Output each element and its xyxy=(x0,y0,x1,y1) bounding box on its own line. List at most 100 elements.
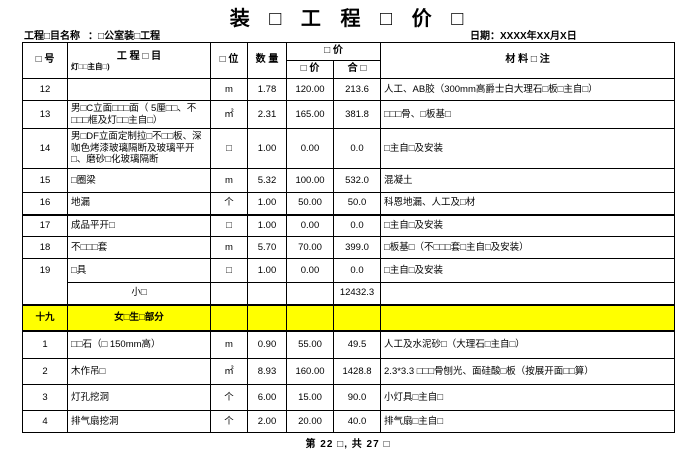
header-total: 合 □ xyxy=(332,60,382,79)
cell-item: 木作吊□ xyxy=(67,358,211,385)
cell-total: 40.0 xyxy=(332,410,382,433)
cell-remark: □□□骨、□板基□ xyxy=(380,100,676,129)
cell-qty: 8.93 xyxy=(247,358,287,385)
cell-no: 14 xyxy=(22,128,68,169)
cell-price: 0.00 xyxy=(286,213,334,237)
cell-unit: □ xyxy=(210,213,248,237)
cell-no: 12 xyxy=(22,78,68,101)
table-row: 19 □具 □ 1.00 0.00 0.0 □主自□及安装 xyxy=(22,258,676,283)
table-row: 17 成品平开□ □ 1.00 0.00 0.0 □主自□及安装 xyxy=(22,213,676,237)
cell-no: 18 xyxy=(22,236,68,259)
cell-unit: 个 xyxy=(210,192,248,215)
cell-unit: m xyxy=(210,78,248,101)
cell-total: 213.6 xyxy=(332,78,382,101)
subtotal-row: 小□ 12432.3 xyxy=(22,282,676,305)
cell-item: 排气扇挖洞 xyxy=(67,410,211,433)
cell-price: 100.00 xyxy=(286,168,334,193)
table-row: 1 □□石（□ 150mm高） m 0.90 55.00 49.5 人工及水泥砂… xyxy=(22,330,676,359)
date-value: XXXX年XX月X日 xyxy=(500,31,577,42)
cell-qty: 1.00 xyxy=(247,213,287,237)
cell-qty xyxy=(247,282,287,305)
cell-remark: 小灯具□主自□ xyxy=(380,384,676,411)
cell-qty: 2.00 xyxy=(247,410,287,433)
cell-no: 15 xyxy=(22,168,68,193)
header-row-2: □ 价 合 □ xyxy=(23,60,675,79)
page-number: 第 22 □, 共 27 □ xyxy=(305,439,391,450)
cell-unit: m xyxy=(210,236,248,259)
cell-price: 50.00 xyxy=(286,192,334,215)
table-row: 12 m 1.78 120.00 213.6 人工、AB胶（300mm高爵士白大… xyxy=(22,78,676,101)
table-row: 3 灯孔挖洞 个 6.00 15.00 90.0 小灯具□主自□ xyxy=(22,384,676,411)
cell-item: 男□C立面□□□面（ 5厘□□、不□□□框及灯□□主自□） xyxy=(67,100,211,129)
cell-price xyxy=(286,282,334,305)
cell-total: 1428.8 xyxy=(332,358,382,385)
cell-no: 1 xyxy=(22,330,68,359)
cell-total: 532.0 xyxy=(332,168,382,193)
header-unit-price: □ 价 xyxy=(286,60,334,79)
cell-no: 2 xyxy=(22,358,68,385)
cell-qty xyxy=(247,303,287,332)
header-remark: 材 料 □ 注 xyxy=(380,42,676,79)
table-row: 15 □圈梁 m 5.32 100.00 532.0 混凝土 xyxy=(22,168,676,193)
cell-remark: □主自□及安装 xyxy=(380,213,676,237)
header-item-label: 工 程 □ 目 xyxy=(116,50,162,62)
cell-item: 男□DF立面定制拉□不□□板、深咖色烤漆玻璃隔断及玻璃平开□、磨砂□化玻璃隔断 xyxy=(67,128,211,169)
cell-remark xyxy=(380,282,676,305)
cell-price: 0.00 xyxy=(286,258,334,283)
cell-unit: 个 xyxy=(210,410,248,433)
project-name-value: ：□公室装□工程 xyxy=(88,31,161,42)
cell-no: 19 xyxy=(22,258,68,283)
cell-remark: 人工及水泥砂□（大理石□主自□） xyxy=(380,330,676,359)
cell-total: 381.8 xyxy=(332,100,382,129)
cell-unit: m xyxy=(210,168,248,193)
cell-item: □圈梁 xyxy=(67,168,211,193)
cell-remark: 科恩地漏、人工及□材 xyxy=(380,192,676,215)
cell-price: 20.00 xyxy=(286,410,334,433)
cell-remark: 2.3*3.3 □□□骨刨光、面硅酸□板（按展开面□□算） xyxy=(380,358,676,385)
table-row: 18 不□□□套 m 5.70 70.00 399.0 □板基□（不□□□套□主… xyxy=(22,236,676,259)
cell-qty: 1.00 xyxy=(247,192,287,215)
cell-price: 0.00 xyxy=(286,128,334,169)
cell-unit xyxy=(210,303,248,332)
cell-unit: m xyxy=(210,330,248,359)
section-row: 十九 女□生□部分 xyxy=(22,303,676,332)
cell-total: 399.0 xyxy=(332,236,382,259)
cell-total xyxy=(332,303,382,332)
cell-price: 160.00 xyxy=(286,358,334,385)
cell-price: 165.00 xyxy=(286,100,334,129)
section-label: 女□生□部分 xyxy=(67,303,211,332)
cell-total: 0.0 xyxy=(332,128,382,169)
table-row: 13 男□C立面□□□面（ 5厘□□、不□□□框及灯□□主自□） ㎡ 2.31 … xyxy=(22,100,676,129)
cell-item xyxy=(67,78,211,101)
header-no: □ 号 xyxy=(22,42,68,79)
quotation-table: □ 号 工 程 □ 目 灯□□主自□) □ 位 数 量 □ 价 材 料 □ 注 … xyxy=(22,42,676,433)
cell-qty: 5.32 xyxy=(247,168,287,193)
header-item-subtext: 灯□□主自□) xyxy=(71,62,110,71)
cell-remark: □主自□及安装 xyxy=(380,128,676,169)
page-title: 装 □ 工 程 □ 价 □ xyxy=(229,8,471,30)
cell-qty: 5.70 xyxy=(247,236,287,259)
cell-unit: □ xyxy=(210,128,248,169)
cell-qty: 1.78 xyxy=(247,78,287,101)
cell-item: 地漏 xyxy=(67,192,211,215)
cell-item: 成品平开□ xyxy=(67,213,211,237)
cell-qty: 0.90 xyxy=(247,330,287,359)
cell-no: 16 xyxy=(22,192,68,215)
table-row: 14 男□DF立面定制拉□不□□板、深咖色烤漆玻璃隔断及玻璃平开□、磨砂□化玻璃… xyxy=(22,128,676,169)
cell-price: 120.00 xyxy=(286,78,334,101)
cell-item: □□石（□ 150mm高） xyxy=(67,330,211,359)
cell-remark: 混凝土 xyxy=(380,168,676,193)
cell-total: 49.5 xyxy=(332,330,382,359)
cell-unit xyxy=(210,282,248,305)
cell-item: 不□□□套 xyxy=(67,236,211,259)
header-qty: 数 量 xyxy=(247,42,287,79)
date-label: 日期： xyxy=(470,31,500,42)
header-row-1: □ 号 工 程 □ 目 灯□□主自□) □ 位 数 量 □ 价 材 料 □ 注 xyxy=(22,42,676,79)
cell-price: 15.00 xyxy=(286,384,334,411)
cell-price: 55.00 xyxy=(286,330,334,359)
cell-qty: 1.00 xyxy=(247,128,287,169)
cell-qty: 2.31 xyxy=(247,100,287,129)
cell-remark: □主自□及安装 xyxy=(380,258,676,283)
cell-total: 50.0 xyxy=(332,192,382,215)
cell-total: 0.0 xyxy=(332,258,382,283)
